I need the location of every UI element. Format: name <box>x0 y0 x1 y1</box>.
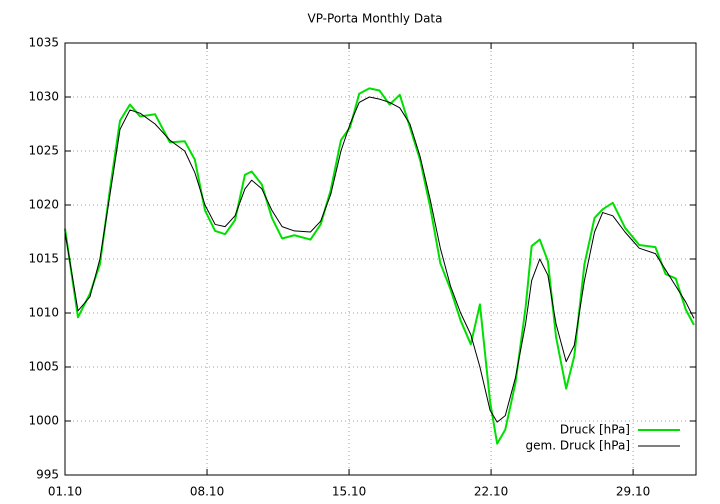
y-tick-label: 1025 <box>28 144 59 158</box>
x-tick-label: 22.10 <box>474 485 508 499</box>
y-tick-label: 1020 <box>28 198 59 212</box>
x-tick-label: 08.10 <box>190 485 224 499</box>
y-tick-label: 995 <box>36 468 59 482</box>
y-tick-label: 1000 <box>28 414 59 428</box>
x-tick-label: 15.10 <box>332 485 366 499</box>
legend-label: gem. Druck [hPa] <box>526 439 630 453</box>
plot-frame <box>64 42 697 476</box>
y-tick-label: 1005 <box>28 360 59 374</box>
y-tick-label: 1035 <box>28 36 59 50</box>
y-tick-label: 1010 <box>28 306 59 320</box>
x-tick-label: 01.10 <box>48 485 82 499</box>
y-tick-label: 1030 <box>28 90 59 104</box>
chart-title: VP-Porta Monthly Data <box>308 12 443 26</box>
x-tick-label: 29.10 <box>616 485 650 499</box>
data-line <box>64 87 695 445</box>
y-tick-label: 1015 <box>28 252 59 266</box>
legend-label: Druck [hPa] <box>560 423 630 437</box>
data-line <box>64 96 695 423</box>
